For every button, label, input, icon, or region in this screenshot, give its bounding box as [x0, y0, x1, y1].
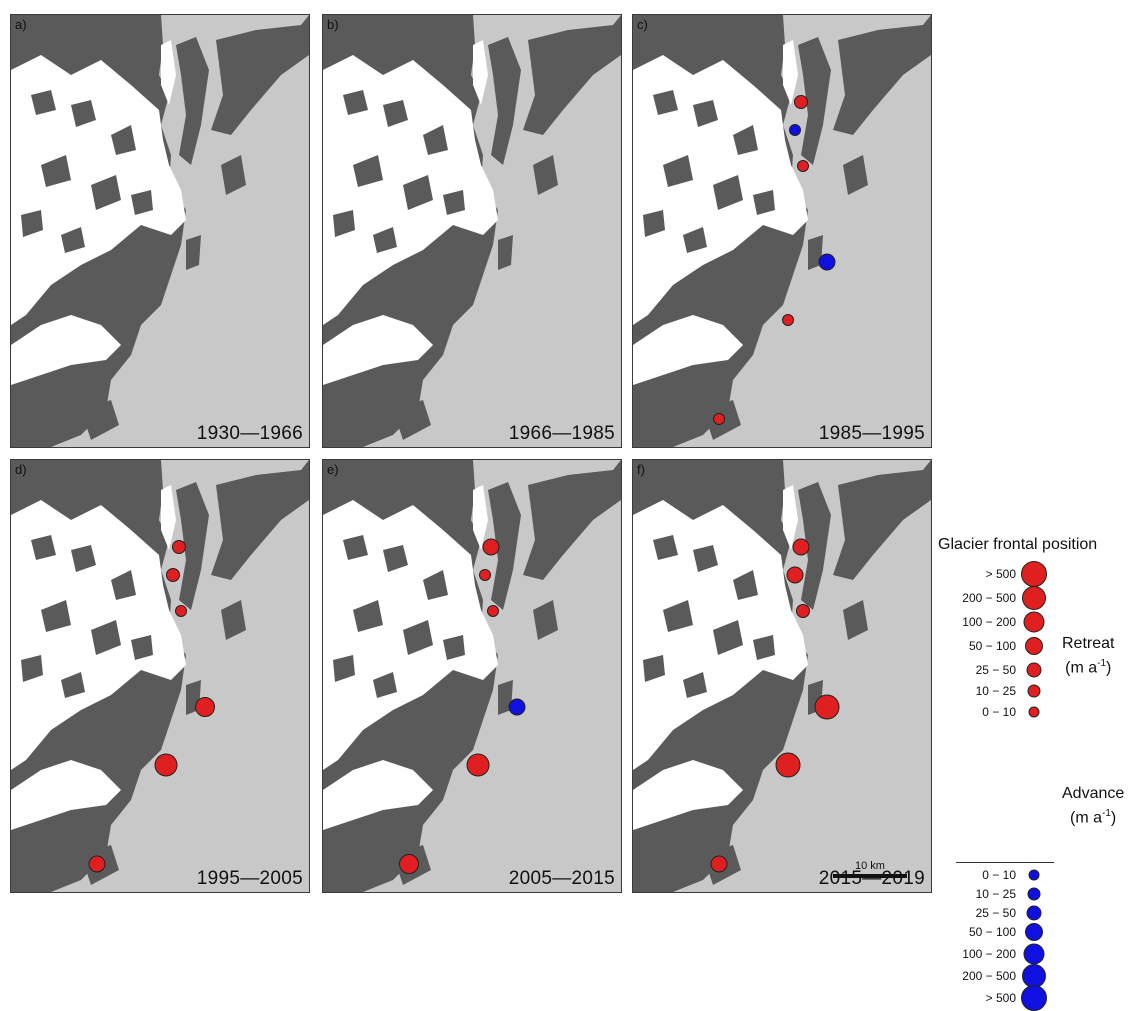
retreat-marker	[797, 160, 809, 172]
legend-retreat-dot	[1028, 706, 1040, 718]
panel-letter: a)	[15, 17, 27, 32]
retreat-marker	[713, 413, 725, 425]
period-label: 1930—1966	[196, 423, 303, 444]
retreat-marker	[195, 697, 215, 717]
map-image	[633, 15, 931, 447]
legend-class-label: 0 − 10	[982, 868, 1016, 882]
retreat-marker	[710, 855, 728, 873]
legend-retreat-dot	[1021, 561, 1047, 587]
retreat-marker	[792, 538, 810, 556]
retreat-marker	[399, 854, 419, 874]
retreat-marker	[794, 95, 808, 109]
legend-class-label: 25 − 50	[975, 663, 1016, 677]
legend-class-label: 10 − 25	[975, 684, 1016, 698]
legend-row-retreat: 100 − 200	[938, 610, 1050, 634]
map-image	[323, 460, 621, 892]
map-panel-e: e) 2005—2015	[322, 459, 622, 893]
period-label: 2015—2019	[818, 868, 925, 889]
retreat-marker	[166, 568, 180, 582]
retreat-label-text: Retreat	[1062, 635, 1115, 652]
advance-marker	[789, 124, 801, 136]
advance-label: Advance (m a-1)	[1062, 784, 1124, 828]
legend-row-retreat: 0 − 10	[938, 700, 1050, 724]
legend-row-advance: 0 − 10	[938, 863, 1050, 887]
legend-advance-dot	[1021, 985, 1047, 1011]
map-panel-d: d) 1995—2005	[10, 459, 310, 893]
scale-bar-label: 10 km	[855, 860, 885, 872]
period-label: 1995—2005	[196, 868, 303, 889]
legend-class-label: > 500	[985, 991, 1016, 1005]
map-panel-c: c) 1985—1995	[632, 14, 932, 448]
map-image	[11, 15, 309, 447]
legend-divider	[956, 862, 1054, 863]
legend-class-label: 0 − 10	[982, 705, 1016, 719]
legend-retreat-dot	[1022, 586, 1046, 610]
advance-label-text: Advance	[1062, 785, 1125, 802]
legend-class-label: 50 − 100	[968, 925, 1016, 939]
legend-row-advance: 100 − 200	[938, 942, 1050, 966]
legend-class-label: 100 − 200	[962, 947, 1016, 961]
retreat-label: Retreat (m a-1)	[1062, 634, 1114, 678]
legend-class-label: 50 − 100	[968, 639, 1016, 653]
legend-row-retreat: 10 − 25	[938, 679, 1050, 703]
legend-class-label: 200 − 500	[962, 591, 1016, 605]
legend-row-advance: > 500	[938, 985, 1050, 1011]
panel-letter: c)	[637, 17, 648, 32]
period-label: 2005—2015	[508, 868, 615, 889]
legend-row-advance: 50 − 100	[938, 920, 1050, 944]
legend-class-label: > 500	[985, 567, 1016, 581]
map-image	[633, 460, 931, 892]
legend-class-label: 200 − 500	[962, 969, 1016, 983]
legend-retreat-dot	[1027, 684, 1041, 698]
legend-row-retreat: > 500	[938, 561, 1050, 587]
legend: Glacier frontal position > 500 200 − 500 1…	[938, 536, 1147, 1011]
panel-letter: b)	[327, 17, 339, 32]
legend-retreat-dot	[1023, 611, 1045, 633]
retreat-marker	[796, 604, 810, 618]
legend-row-retreat: 50 − 100	[938, 634, 1050, 658]
retreat-marker	[88, 855, 106, 873]
advance-marker	[818, 253, 836, 271]
retreat-marker	[154, 753, 178, 777]
scale-bar-line	[833, 874, 907, 878]
legend-row-retreat: 200 − 500	[938, 586, 1050, 610]
retreat-unit: (m a-1)	[1065, 658, 1112, 677]
advance-marker	[508, 698, 526, 716]
retreat-marker	[782, 314, 794, 326]
map-image	[11, 460, 309, 892]
legend-row-retreat: 25 − 50	[938, 658, 1050, 682]
retreat-marker	[487, 605, 499, 617]
legend-advance-dot	[1025, 923, 1043, 941]
retreat-marker	[482, 538, 500, 556]
map-panel-f: f) 2015—2019 10 km	[632, 459, 932, 893]
legend-advance-dot	[1027, 887, 1041, 901]
retreat-marker	[479, 569, 491, 581]
advance-unit: (m a-1)	[1070, 808, 1117, 827]
retreat-marker	[172, 540, 186, 554]
map-panel-b: b) 1966—1985	[322, 14, 622, 448]
panel-letter: e)	[327, 462, 339, 477]
legend-class-label: 25 − 50	[975, 906, 1016, 920]
legend-advance-dot	[1028, 869, 1040, 881]
retreat-marker	[786, 566, 804, 584]
legend-retreat-dot	[1026, 662, 1042, 678]
map-image	[323, 15, 621, 447]
legend-class-label: 100 − 200	[962, 615, 1016, 629]
retreat-marker	[466, 753, 490, 777]
legend-retreat-dot	[1025, 637, 1043, 655]
scale-bar: 10 km	[833, 860, 907, 878]
panel-letter: f)	[637, 462, 645, 477]
panel-letter: d)	[15, 462, 27, 477]
retreat-marker	[175, 605, 187, 617]
legend-class-label: 10 − 25	[975, 887, 1016, 901]
period-label: 1966—1985	[508, 423, 615, 444]
map-panel-a: a) 1930—1966	[10, 14, 310, 448]
retreat-marker	[775, 752, 801, 778]
legend-title: Glacier frontal position	[938, 536, 1098, 553]
legend-advance-dot	[1026, 905, 1042, 921]
period-label: 1985—1995	[818, 423, 925, 444]
retreat-marker	[814, 694, 840, 720]
legend-advance-dot	[1023, 943, 1045, 965]
